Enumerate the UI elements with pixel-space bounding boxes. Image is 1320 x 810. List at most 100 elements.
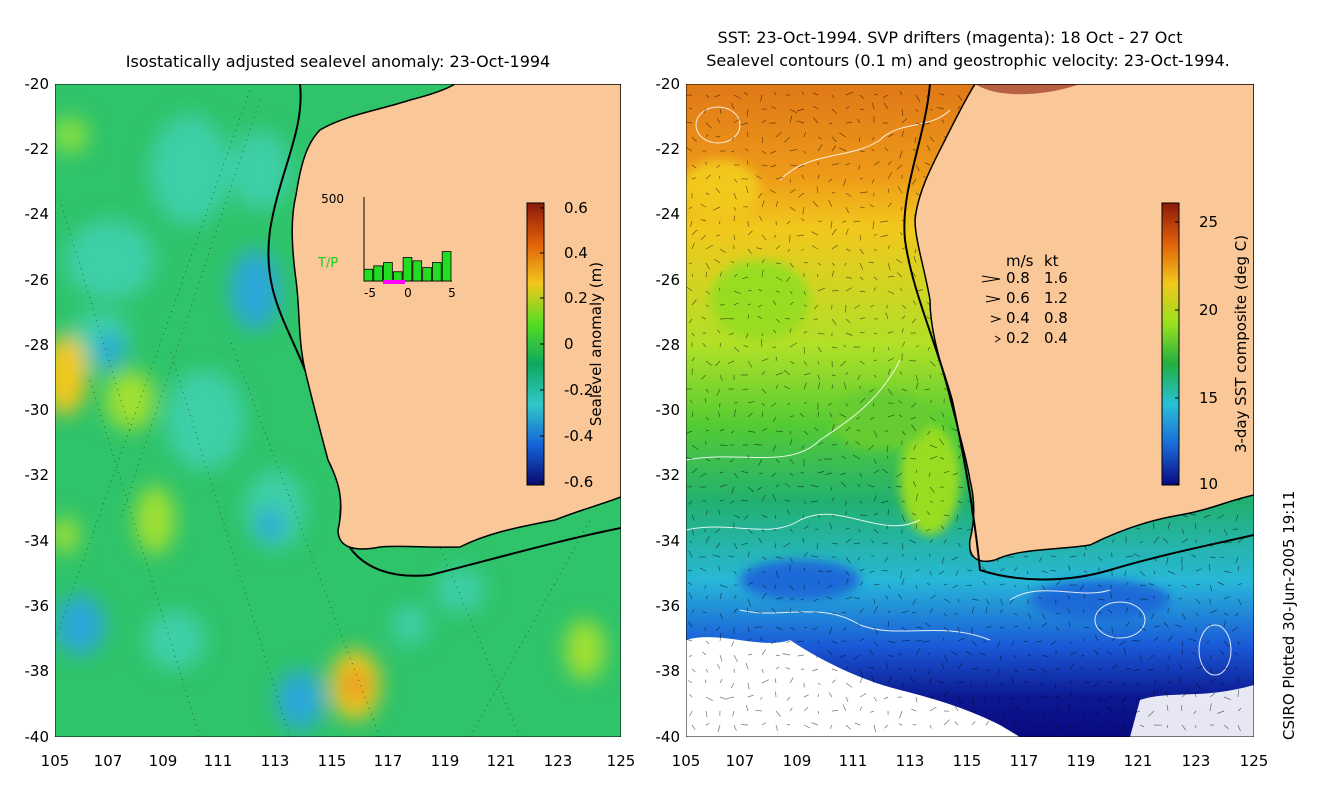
velocity-arrow [901,682,905,688]
velocity-arrow [1223,696,1232,701]
velocity-arrow [1097,584,1102,588]
velocity-arrow [733,94,741,99]
velocity-arrow [887,290,895,295]
velocity-arrow [715,234,721,237]
velocity-arrow [1139,584,1147,587]
velocity-arrow [957,598,960,603]
velocity-arrow [985,598,990,605]
left-lon-label: 107 [94,752,123,770]
velocity-arrow [912,148,917,152]
coastline-shelf-contour-right [903,84,1254,581]
velocity-arrow [859,94,865,99]
velocity-arrow [896,164,903,170]
velocity-arrow [689,710,693,717]
velocity-arrow [733,724,737,731]
velocity-arrow [929,724,932,729]
velocity-arrow [926,511,931,516]
velocity-arrow [814,528,819,531]
velocity-arrow [719,108,722,114]
velocity-arrow [915,584,918,589]
velocity-arrow [957,527,963,530]
velocity-arrow [951,651,959,656]
velocity-arrow [1195,568,1202,572]
inset-x-label: 0 [404,286,412,300]
velocity-arrow [747,551,750,558]
velocity-arrow [829,522,833,530]
inset-bar [441,251,452,282]
velocity-arrow [689,540,693,544]
velocity-arrow [817,144,823,152]
velocity-arrow [1223,724,1229,729]
velocity-arrow [853,454,861,460]
velocity-arrow [929,400,932,404]
velocity-arrow [853,542,861,545]
velocity-arrow [705,134,709,138]
velocity-arrow [770,150,777,154]
velocity-arrow [842,178,847,187]
left-lon-label: 119 [431,752,460,770]
velocity-arrow [729,500,735,504]
velocity-arrow [817,580,821,586]
velocity-arrow [789,164,797,167]
inset-bar [392,271,403,282]
velocity-arrow [971,668,979,670]
velocity-arrow [817,682,821,686]
velocity-arrow [912,178,917,185]
velocity-arrow [926,528,931,532]
left-axes-labels: -20 -22 -24 -26 -28 -30 -32 -34 -36 -38 -40 105 107 1… [25,75,636,770]
velocity-arrow [1038,556,1043,563]
velocity-arrow [704,584,707,589]
velocity-arrow [747,581,754,586]
velocity-arrow [825,596,833,600]
velocity-arrow [871,554,875,558]
velocity-arrow [758,458,763,466]
velocity-arrow [690,400,693,404]
velocity-arrow [1209,584,1213,592]
velocity-arrow [775,710,781,717]
velocity-arrow [1132,710,1141,714]
velocity-arrow [901,430,906,436]
velocity-arrow [929,360,936,367]
velocity-arrow [859,191,868,194]
velocity-arrow [901,130,904,138]
velocity-arrow [731,102,735,110]
velocity-arrow [797,654,805,657]
velocity-arrow [733,178,738,183]
velocity-arrow [705,244,713,250]
velocity-arrow [688,654,693,658]
velocity-arrow [688,621,693,628]
velocity-arrow [719,220,721,225]
velocity-arrow [939,93,945,96]
velocity-arrow [747,528,753,535]
velocity-arrow [845,192,852,197]
velocity-arrow [747,430,756,433]
velocity-arrow [845,287,852,292]
velocity-arrow [705,710,708,718]
velocity-arrow [759,215,763,222]
velocity-arrow [746,108,749,117]
velocity-arrow [761,528,765,533]
velocity-arrow [957,542,961,547]
velocity-arrow [1167,654,1171,661]
velocity-arrow [719,484,728,488]
velocity-arrow [870,304,875,308]
velocity-arrow [859,397,866,404]
velocity-arrow [1209,556,1216,559]
velocity-arrow [715,187,721,194]
velocity-arrow [719,271,723,278]
velocity-arrow [760,637,763,642]
velocity-arrow [914,136,917,143]
velocity-arrow [845,696,849,702]
velocity-arrow [741,276,749,280]
velocity-arrow [719,428,725,432]
velocity-arrow [859,668,863,676]
velocity-arrow [899,371,903,376]
velocity-arrow [943,690,948,698]
velocity-arrow [1068,564,1071,572]
velocity-arrow [1082,609,1085,614]
velocity-arrow [1055,724,1058,731]
velocity-arrow [773,92,777,96]
velocity-arrow [887,171,893,180]
velocity-arrow [1167,570,1175,575]
velocity-arrow [845,527,850,530]
